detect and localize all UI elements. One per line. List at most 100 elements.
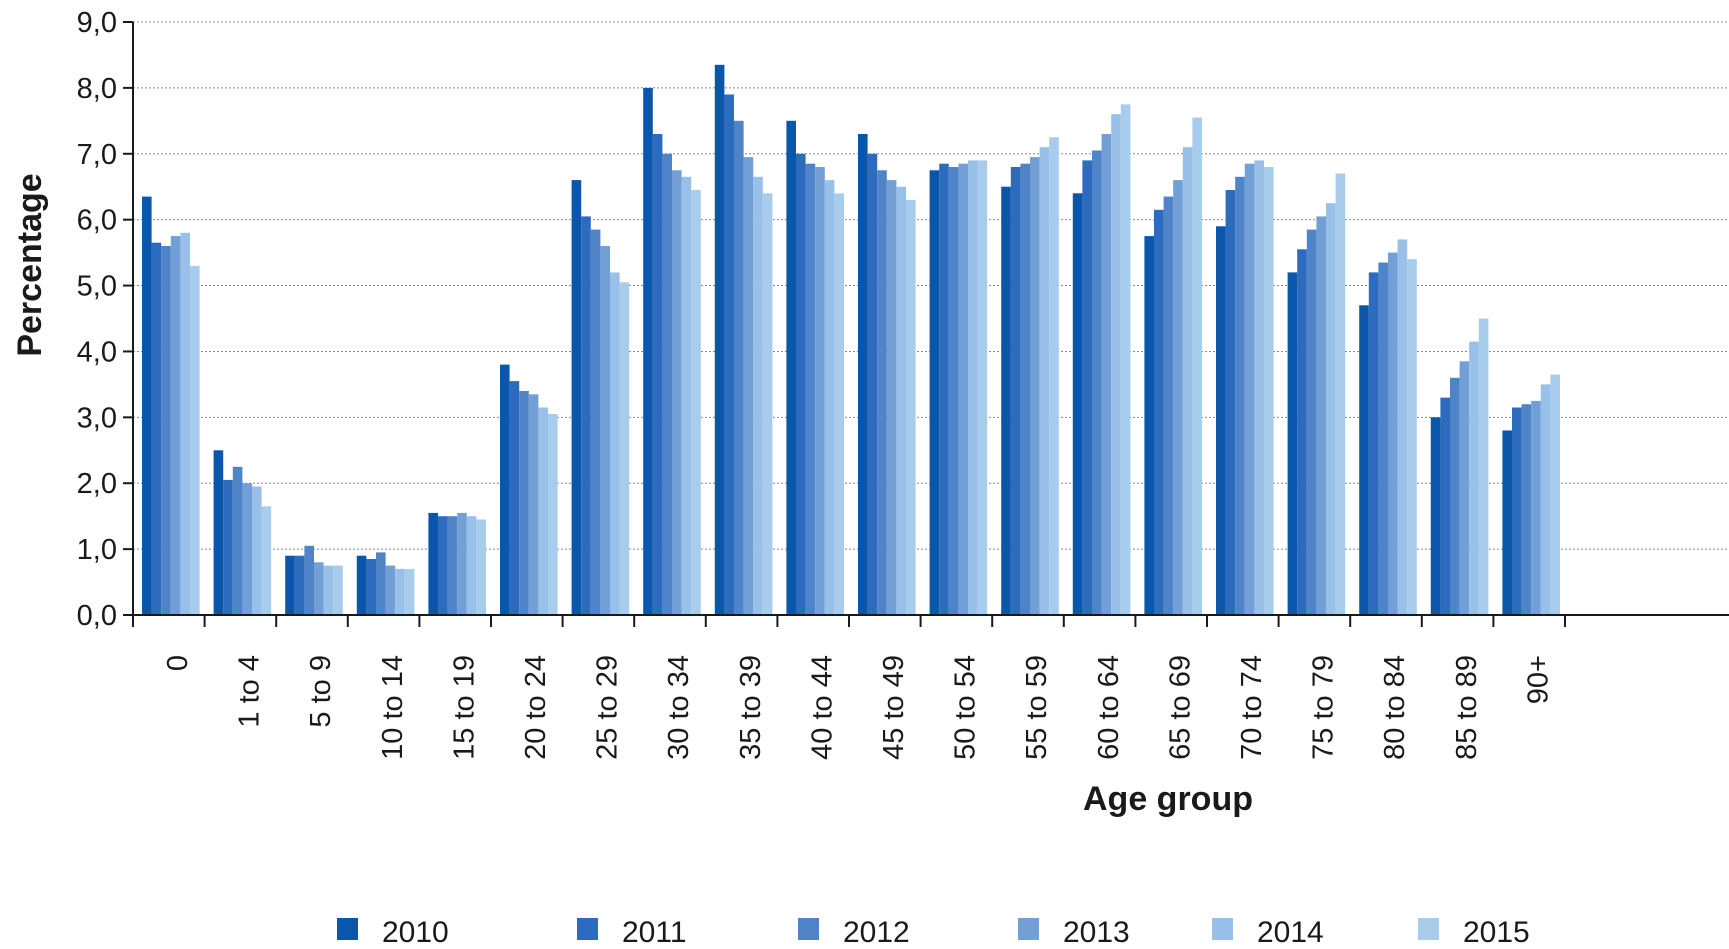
x-tick-label: 85 to 89 (1451, 655, 1483, 760)
bar-2011-15-to-19 (438, 516, 448, 615)
legend-item-2013: 2013 (1018, 916, 1130, 949)
bar-2012-5-to-9 (304, 545, 314, 615)
bar-2011-5-to-9 (294, 555, 305, 615)
bar-2010-65-to-69 (1144, 236, 1154, 615)
bar-2015-20-to-24 (548, 414, 558, 615)
bar-2010-90+ (1502, 430, 1512, 615)
x-tick-label: 50 to 54 (950, 655, 982, 760)
bar-2012-30-to-34 (662, 153, 672, 616)
bar-2010-0 (142, 196, 152, 615)
bar-2013-25-to-29 (600, 246, 610, 615)
y-tick-label: 5,0 (77, 271, 117, 303)
x-tick-label: 5 to 9 (305, 655, 337, 728)
legend-swatch (1212, 918, 1233, 940)
bar-2015-90+ (1550, 374, 1560, 615)
bar-2014-55-to-59 (1039, 147, 1050, 615)
bar-2011-40-to-44 (796, 153, 806, 616)
bar-2015-45-to-49 (906, 199, 916, 615)
bar-2015-25-to-29 (619, 282, 630, 615)
y-tick-label: 6,0 (77, 205, 117, 237)
bar-2010-30-to-34 (643, 87, 653, 615)
x-tick-label: 40 to 44 (806, 655, 838, 760)
bar-2013-50-to-54 (958, 163, 968, 615)
bar-2014-25-to-29 (610, 272, 620, 615)
bar-2010-80-to-84 (1359, 305, 1369, 615)
bar-2011-25-to-29 (581, 216, 591, 615)
bar-2012-35-to-39 (734, 120, 744, 616)
bar-2011-30-to-34 (652, 134, 663, 615)
x-tick-labels: 0 1 to 4 5 to 9 10 to 14 15 to 19 20 to 24 25 … (162, 655, 1554, 760)
bar-2011-20-to-24 (509, 381, 520, 615)
x-tick-label: 45 to 49 (878, 655, 910, 760)
axes (123, 21, 1729, 627)
bar-2010-5-to-9 (285, 555, 295, 615)
bar-2011-50-to-54 (939, 163, 949, 615)
bar-2013-60-to-64 (1101, 134, 1112, 615)
legend-swatch (1418, 918, 1439, 940)
bar-2013-85-to-89 (1459, 361, 1470, 615)
bar-2013-20-to-24 (528, 394, 539, 615)
x-tick-label: 1 to 4 (234, 655, 266, 728)
bar-2012-80-to-84 (1378, 262, 1388, 615)
bar-2010-85-to-89 (1430, 417, 1441, 615)
bar-2011-85-to-89 (1440, 397, 1450, 615)
y-tick-labels: 0,0 1,0 2,0 3,0 4,0 5,0 6,0 7,0 8,0 9,0 (77, 7, 117, 632)
bar-2014-1-to-4 (252, 486, 262, 615)
legend: 2010 2011 2012 2013 2014 2015 (337, 916, 1530, 949)
legend-swatch (1018, 918, 1039, 940)
y-tick-label: 7,0 (77, 139, 117, 171)
bar-2014-0 (180, 232, 190, 616)
y-tick-label: 3,0 (77, 402, 117, 434)
bar-2010-55-to-59 (1001, 186, 1011, 615)
legend-label: 2013 (1063, 916, 1130, 949)
bar-2015-5-to-9 (333, 565, 343, 615)
bar-2013-35-to-39 (743, 157, 754, 615)
legend-label: 2011 (622, 916, 687, 949)
y-tick-label: 9,0 (77, 7, 117, 39)
bar-2012-40-to-44 (805, 163, 816, 615)
bar-2013-0 (170, 236, 181, 615)
legend-swatch (337, 918, 358, 940)
bar-2014-35-to-39 (753, 176, 763, 616)
x-tick-label: 55 to 59 (1021, 655, 1053, 760)
x-tick-label: 30 to 34 (663, 655, 695, 760)
bar-2014-30-to-34 (681, 176, 692, 616)
bar-2012-60-to-64 (1092, 150, 1102, 615)
bar-2011-0 (151, 242, 162, 615)
bar-2015-30-to-34 (691, 190, 701, 615)
bar-2013-65-to-69 (1173, 180, 1183, 615)
bar-2015-80-to-84 (1407, 259, 1417, 615)
y-tick-label: 2,0 (77, 468, 117, 500)
bar-2014-70-to-74 (1254, 160, 1264, 615)
bar-2014-65-to-69 (1182, 147, 1193, 615)
bar-2013-5-to-9 (314, 562, 324, 615)
bar-2012-65-to-69 (1163, 196, 1174, 615)
legend-item-2011: 2011 (577, 916, 687, 949)
bar-2013-45-to-49 (886, 180, 897, 615)
bar-2015-15-to-19 (476, 519, 486, 615)
legend-item-2012: 2012 (798, 916, 910, 949)
x-tick-label: 35 to 39 (735, 655, 767, 760)
bar-2015-75-to-79 (1335, 173, 1346, 615)
bar-2014-60-to-64 (1111, 114, 1121, 615)
bar-2012-50-to-54 (948, 167, 959, 615)
bar-2012-75-to-79 (1306, 229, 1317, 615)
bar-2011-55-to-59 (1010, 167, 1021, 615)
bar-2014-10-to-14 (395, 568, 405, 615)
bar-2010-60-to-64 (1072, 193, 1083, 616)
legend-swatch (577, 918, 598, 940)
bar-2012-85-to-89 (1450, 377, 1460, 615)
x-tick-label: 20 to 24 (520, 655, 552, 760)
x-tick-label: 70 to 74 (1236, 655, 1268, 760)
bar-2014-40-to-44 (824, 180, 835, 615)
legend-item-2015: 2015 (1418, 916, 1530, 949)
bar-2013-70-to-74 (1244, 163, 1255, 615)
legend-label: 2010 (382, 916, 449, 949)
bar-2010-15-to-19 (428, 512, 438, 615)
x-tick-label: 0 (162, 655, 194, 671)
y-tick-label: 1,0 (77, 534, 117, 566)
bar-2010-10-to-14 (356, 555, 367, 615)
bar-2011-80-to-84 (1368, 272, 1379, 615)
x-tick-label: 80 to 84 (1379, 655, 1411, 760)
bar-2014-75-to-79 (1326, 203, 1336, 615)
